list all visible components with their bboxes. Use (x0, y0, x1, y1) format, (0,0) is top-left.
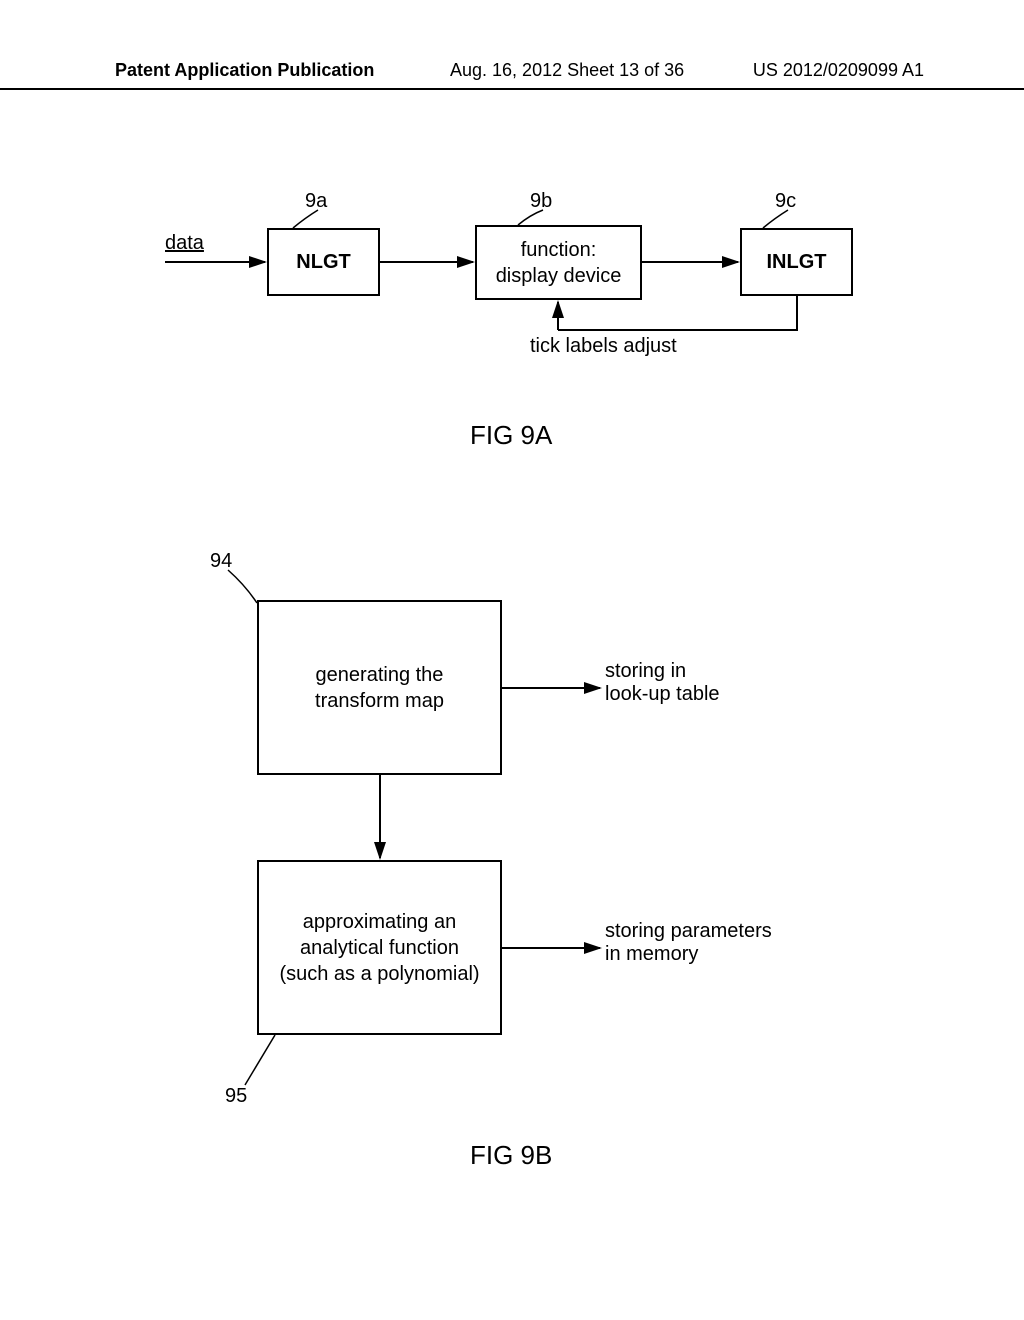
fig9b-connectors (0, 0, 1024, 1200)
patent-page: Patent Application Publication Aug. 16, … (0, 0, 1024, 1320)
